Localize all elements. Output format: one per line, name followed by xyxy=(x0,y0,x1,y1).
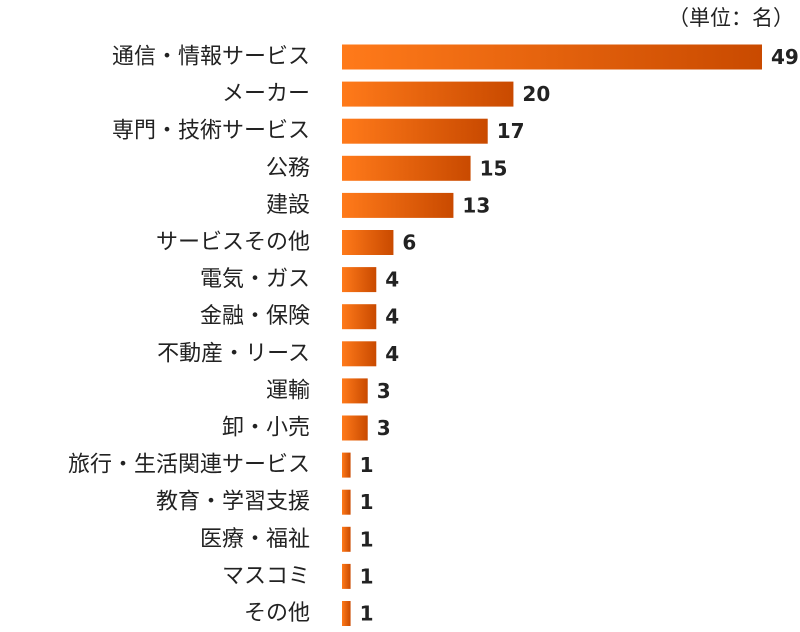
category-label: 不動産・リース xyxy=(157,341,310,366)
category-label: 公務 xyxy=(266,156,310,181)
bar xyxy=(342,81,514,107)
bar xyxy=(342,192,454,218)
value-label: 6 xyxy=(402,231,416,255)
value-label: 13 xyxy=(462,193,490,217)
category-label: 専門・技術サービス xyxy=(112,119,310,144)
value-label: 4 xyxy=(385,305,399,329)
bar xyxy=(342,489,351,515)
value-label: 1 xyxy=(360,527,374,551)
value-label: 4 xyxy=(385,342,399,366)
category-label: マスコミ xyxy=(222,564,310,589)
value-label: 1 xyxy=(360,490,374,514)
category-label: 旅行・生活関連サービス xyxy=(68,453,310,478)
category-label: 金融・保険 xyxy=(200,304,310,329)
value-label: 1 xyxy=(360,564,374,588)
category-label: 教育・学習支援 xyxy=(156,490,310,515)
unit-label: （単位：名） xyxy=(668,6,794,30)
value-label: 15 xyxy=(480,156,508,180)
bar xyxy=(342,415,368,441)
value-label: 20 xyxy=(522,82,550,106)
bar xyxy=(342,601,351,626)
bar xyxy=(342,267,377,293)
category-label: 医療・福祉 xyxy=(200,527,310,552)
category-label: 通信・情報サービス xyxy=(112,45,310,70)
value-label: 3 xyxy=(377,416,391,440)
bar xyxy=(342,230,394,255)
category-label: 電気・ガス xyxy=(200,267,310,292)
value-label: 49 xyxy=(771,45,799,69)
category-label: その他 xyxy=(244,601,310,626)
category-label: 運輸 xyxy=(266,378,310,403)
bar xyxy=(342,304,377,330)
bar xyxy=(342,378,368,404)
category-label: 卸・小売 xyxy=(222,416,310,441)
value-label: 3 xyxy=(377,379,391,403)
bar xyxy=(342,118,488,144)
bar xyxy=(342,563,351,589)
bar xyxy=(342,452,351,478)
value-label: 17 xyxy=(497,119,525,143)
category-label: 建設 xyxy=(266,193,310,218)
category-label: メーカー xyxy=(222,82,310,107)
value-label: 1 xyxy=(360,602,374,626)
value-label: 1 xyxy=(360,453,374,477)
bar xyxy=(342,341,377,367)
bar xyxy=(342,526,351,552)
category-label: サービスその他 xyxy=(156,230,310,255)
bar xyxy=(342,44,762,70)
value-label: 4 xyxy=(385,268,399,292)
bar xyxy=(342,155,471,181)
